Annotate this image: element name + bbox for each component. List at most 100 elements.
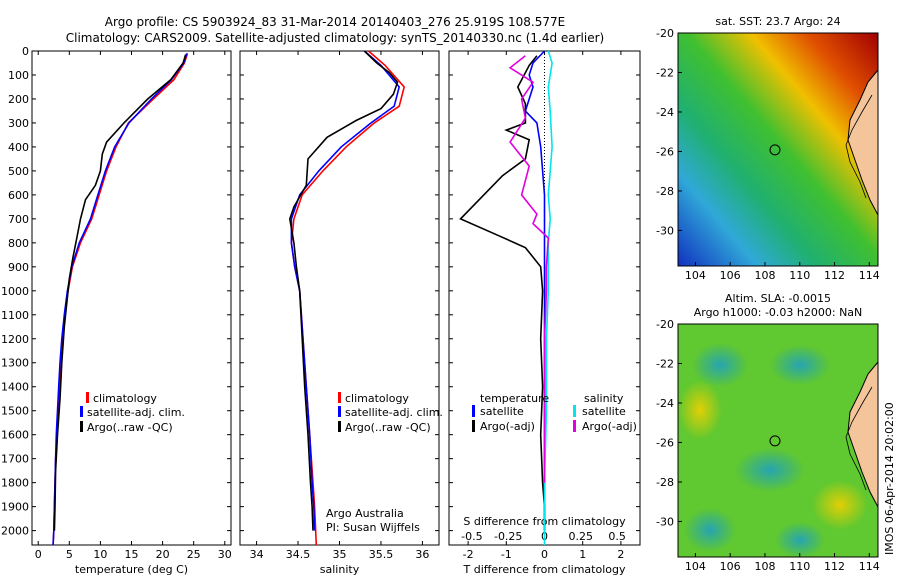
top-x-tick-label: 0.5	[608, 530, 626, 543]
x-tick-label: 5	[66, 548, 73, 561]
depth-tick-label: 200	[8, 93, 29, 106]
map-x-tick-label: 110	[789, 560, 810, 573]
depth-tick-label: 0	[22, 45, 29, 58]
sst-map-title: sat. SST: 23.7 Argo: 24	[715, 15, 840, 28]
map-y-tick-label: -22	[656, 66, 674, 79]
x-tick-label: 0	[35, 548, 42, 561]
legend-label-argo: Argo(..raw -QC)	[87, 421, 173, 434]
map-x-tick-label: 104	[685, 560, 706, 573]
x-tick-label: 34	[250, 548, 264, 561]
temperature-panel: 0 5 10 15 20 25 30 temperature (deg C)	[31, 50, 232, 576]
title-line-1: Argo profile: CS 5903924_83 31-Mar-2014 …	[105, 15, 565, 29]
sla-blob	[684, 508, 736, 552]
diff-legend-sal-header: salinity	[584, 392, 624, 405]
x-tick-label: 0	[541, 548, 548, 561]
legend-label-argo-2: Argo(..raw -QC)	[345, 421, 431, 434]
series-line-argo-raw-qc-	[53, 54, 187, 531]
x-tick-label: 20	[156, 548, 170, 561]
map-y-tick-label: -28	[656, 185, 674, 198]
sst-map-field	[678, 33, 878, 266]
sla-map-title-2: Argo h1000: -0.03 h2000: NaN	[694, 306, 863, 319]
depth-tick-label: 1600	[1, 429, 29, 442]
sla-blob	[692, 343, 748, 387]
diff-label-sal-satellite: satellite	[582, 405, 626, 418]
sst-map-frame	[677, 32, 879, 267]
sst-map-land	[847, 68, 879, 216]
sla-map-frame	[677, 323, 879, 558]
difference-legend: temperature salinity satellite satellite…	[472, 392, 637, 433]
sla-map-title-1: Altim. SLA: -0.0015	[725, 292, 831, 305]
sla-blob	[735, 448, 805, 492]
map-x-tick-label: 110	[789, 269, 810, 282]
x-tick-label: 35.5	[369, 548, 394, 561]
depth-tick-label: 1100	[1, 309, 29, 322]
x-tick-label: 1	[579, 548, 586, 561]
depth-tick-label: 100	[8, 69, 29, 82]
map-y-tick-label: -20	[656, 318, 674, 331]
sla-map-float-marker	[769, 435, 781, 447]
map-x-tick-label: 112	[824, 560, 845, 573]
x-tick-label: 10	[93, 548, 107, 561]
title-line-2: Climatology: CARS2009. Satellite-adjuste…	[66, 31, 604, 45]
map-x-tick-label: 112	[824, 269, 845, 282]
legend-swatch-satellite-2	[338, 406, 341, 417]
sla-blob	[770, 345, 830, 385]
depth-tick-labels: 0 100 200 300 400 500 600 700 800 900 1000 1100 1200…	[1, 45, 29, 538]
x-tick-label: 15	[125, 548, 139, 561]
diff-swatch-sal-argo	[573, 420, 576, 432]
legend-swatch-argo-2	[338, 421, 341, 432]
sla-blob	[812, 480, 868, 530]
legend-swatch-climatology-2	[338, 392, 341, 403]
depth-tick-label: 300	[8, 117, 29, 130]
series-line-argo-raw-qc-	[288, 50, 399, 531]
depth-tick-label: 600	[8, 189, 29, 202]
diff-label-sal-argo: Argo(-adj)	[582, 420, 637, 433]
map-y-tick-label: -24	[656, 106, 674, 119]
map-x-tick-label: 114	[859, 560, 880, 573]
diff-swatch-temp-argo	[472, 420, 475, 432]
map-y-tick-label: -26	[656, 145, 674, 158]
series-line-argo-adj-	[508, 55, 550, 483]
sla-map-coastline	[845, 386, 873, 491]
depth-tick-label: 1500	[1, 405, 29, 418]
x-axis-label: T difference from climatology	[463, 563, 626, 576]
map-x-tick-label: 108	[754, 560, 775, 573]
plot-area	[31, 50, 232, 546]
depth-tick-label: 1300	[1, 357, 29, 370]
map-x-tick-label: 106	[720, 269, 741, 282]
x-tick-label: -2	[463, 548, 474, 561]
depth-tick-label: 700	[8, 213, 29, 226]
depth-tick-label: 1000	[1, 285, 29, 298]
x-axis-label: temperature (deg C)	[75, 563, 188, 576]
legend-swatch-climatology	[86, 392, 89, 403]
top-x-tick-label: 0.25	[569, 530, 594, 543]
sla-map-ticks: 104 106 108 110 112 114 -20 -22 -24 -26 -28 -30	[656, 318, 880, 573]
map-x-tick-label: 106	[720, 560, 741, 573]
salinity-legend: climatology satellite-adj. clim. Argo(..…	[326, 392, 443, 534]
legend-label-climatology: climatology	[93, 392, 157, 405]
legend-label-satellite: satellite-adj. clim.	[87, 406, 185, 419]
x-axis-label: salinity	[320, 563, 360, 576]
map-x-tick-label: 104	[685, 269, 706, 282]
depth-tick-label: 500	[8, 165, 29, 178]
x-tick-label: 2	[617, 548, 624, 561]
diff-swatch-temp-satellite	[472, 405, 475, 417]
x-tick-label: 35	[333, 548, 347, 561]
map-y-tick-label: -30	[656, 515, 674, 528]
sst-map: sat. SST: 23.7 Argo: 24 104 106 108 110 112 1…	[656, 15, 880, 282]
map-y-tick-label: -28	[656, 476, 674, 489]
depth-tick-label: 1800	[1, 477, 29, 490]
legend-swatch-satellite	[80, 406, 83, 417]
depth-tick-label: 800	[8, 237, 29, 250]
depth-tick-label: 1700	[1, 453, 29, 466]
legend-label-satellite-2: satellite-adj. clim.	[345, 406, 443, 419]
legend-swatch-argo	[80, 421, 83, 432]
salinity-panel: 34 34.5 35 35.5 36 salinity	[239, 50, 440, 576]
diff-label-temp-argo: Argo(-adj)	[480, 420, 535, 433]
sla-blob	[678, 380, 722, 440]
map-y-tick-label: -30	[656, 224, 674, 237]
x-tick-label: 30	[218, 548, 232, 561]
top-x-tick-label: -0.25	[494, 530, 522, 543]
